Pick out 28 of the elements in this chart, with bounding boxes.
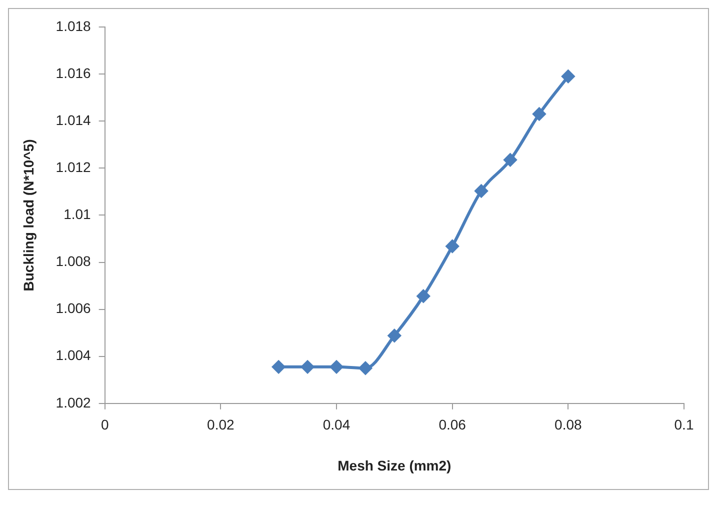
x-tick-label: 0.04 (322, 416, 350, 433)
point (562, 70, 575, 83)
x-axis-title: Mesh Size (mm2) (338, 457, 452, 474)
point (388, 329, 401, 342)
point (272, 360, 286, 374)
y-tick-label: 1.018 (56, 18, 92, 34)
x-tick-label: 0 (100, 416, 109, 433)
y-tick-label: 1.014 (56, 112, 92, 128)
point (358, 362, 372, 375)
point (301, 360, 314, 374)
point (532, 108, 546, 121)
x-tick-label: 0.08 (554, 416, 582, 433)
y-tick-label: 1.01 (64, 206, 92, 222)
point (504, 153, 517, 166)
x-tick-label: 0.1 (674, 416, 694, 433)
point (474, 184, 488, 198)
y-tick-label: 1.012 (56, 159, 92, 176)
point (330, 360, 343, 374)
x-tick-label: 0.02 (207, 416, 235, 433)
y-tick-label: 1.006 (56, 300, 92, 316)
y-tick-label: 1.002 (56, 394, 92, 410)
y-tick-label: 1.016 (56, 64, 92, 81)
y-tick-label: 1.008 (56, 253, 92, 270)
point (446, 240, 459, 253)
y-tick-label: 1.004 (56, 347, 92, 364)
x-tick-label: 0.06 (438, 416, 466, 433)
y-axis-title: Buckling load (N*10^5) (20, 139, 36, 292)
point (416, 290, 430, 303)
